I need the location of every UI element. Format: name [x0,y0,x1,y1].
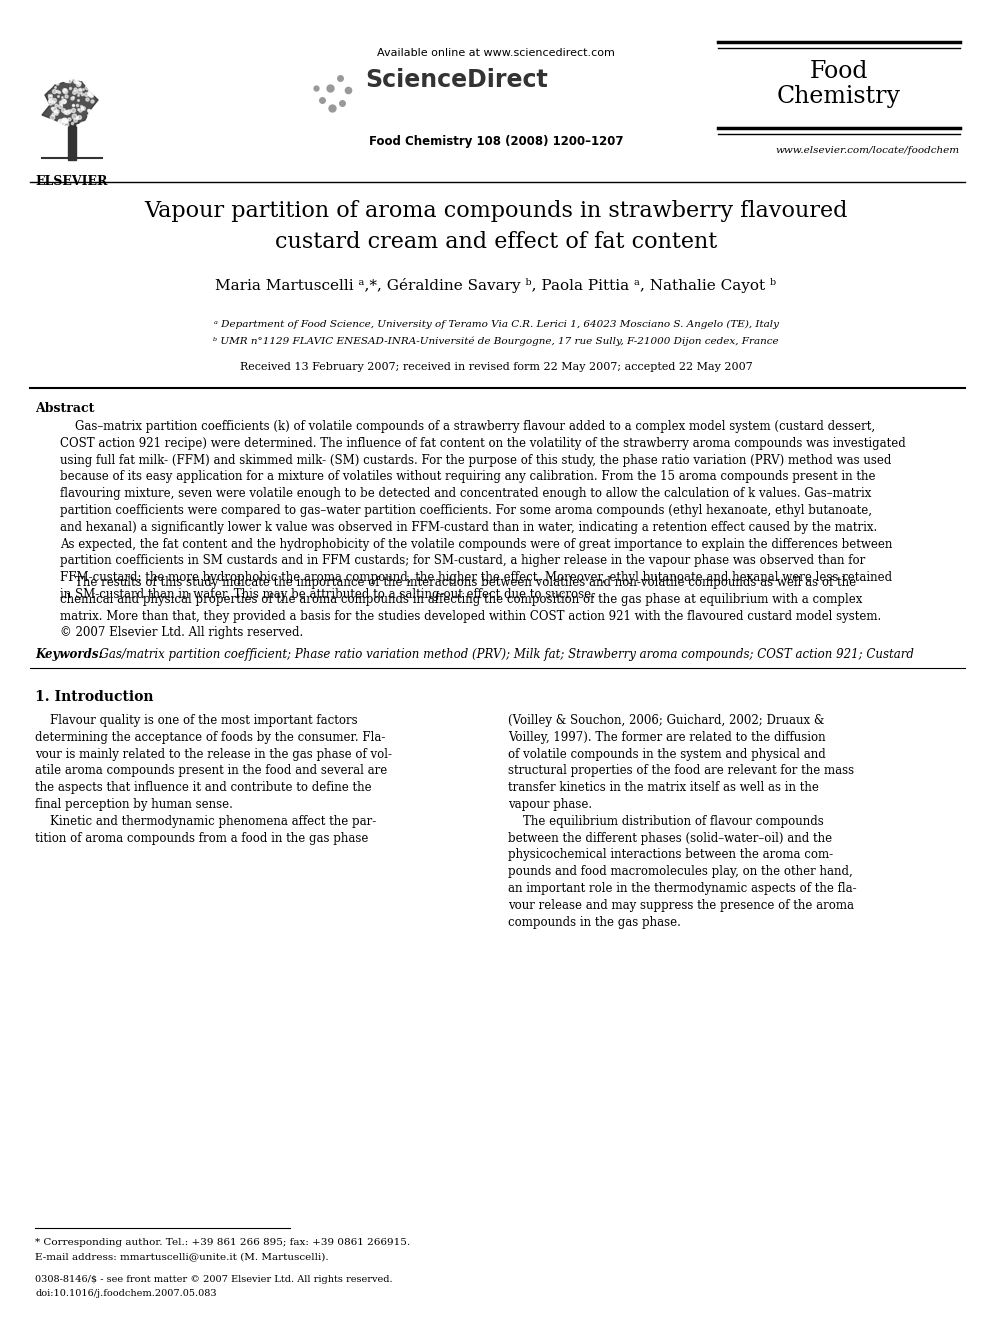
Text: ᵃ Department of Food Science, University of Teramo Via C.R. Lerici 1, 64023 Mosc: ᵃ Department of Food Science, University… [213,320,779,329]
Text: E-mail address: mmartuscelli@unite.it (M. Martuscelli).: E-mail address: mmartuscelli@unite.it (M… [35,1252,328,1261]
Text: Chemistry: Chemistry [777,85,901,108]
Text: Keywords:: Keywords: [35,648,103,662]
Text: (Voilley & Souchon, 2006; Guichard, 2002; Druaux &
Voilley, 1997). The former ar: (Voilley & Souchon, 2006; Guichard, 2002… [508,714,857,929]
Text: © 2007 Elsevier Ltd. All rights reserved.: © 2007 Elsevier Ltd. All rights reserved… [60,626,304,639]
Text: ELSEVIER: ELSEVIER [36,175,108,188]
Text: doi:10.1016/j.foodchem.2007.05.083: doi:10.1016/j.foodchem.2007.05.083 [35,1289,216,1298]
Text: Abstract: Abstract [35,402,94,415]
Text: ScienceDirect: ScienceDirect [365,67,548,93]
Text: www.elsevier.com/locate/foodchem: www.elsevier.com/locate/foodchem [776,146,960,155]
Bar [68,120,76,160]
Text: 1. Introduction: 1. Introduction [35,691,154,704]
Text: Food: Food [809,60,868,83]
Text: Received 13 February 2007; received in revised form 22 May 2007; accepted 22 May: Received 13 February 2007; received in r… [240,363,752,372]
Text: Vapour partition of aroma compounds in strawberry flavoured
custard cream and ef: Vapour partition of aroma compounds in s… [144,200,848,253]
Text: Food Chemistry 108 (2008) 1200–1207: Food Chemistry 108 (2008) 1200–1207 [369,135,623,148]
Text: Flavour quality is one of the most important factors
determining the acceptance : Flavour quality is one of the most impor… [35,714,392,844]
Text: * Corresponding author. Tel.: +39 861 266 895; fax: +39 0861 266915.: * Corresponding author. Tel.: +39 861 26… [35,1238,410,1248]
Text: Maria Martuscelli ᵃ,*, Géraldine Savary ᵇ, Paola Pittia ᵃ, Nathalie Cayot ᵇ: Maria Martuscelli ᵃ,*, Géraldine Savary … [215,278,777,292]
Text: ᵇ UMR n°1129 FLAVIC ENESAD-INRA-Université de Bourgogne, 17 rue Sully, F-21000 D: ᵇ UMR n°1129 FLAVIC ENESAD-INRA-Universi… [213,336,779,345]
Polygon shape [42,79,98,124]
Text: 0308-8146/$ - see front matter © 2007 Elsevier Ltd. All rights reserved.: 0308-8146/$ - see front matter © 2007 El… [35,1275,393,1285]
Text: Gas–matrix partition coefficients (k) of volatile compounds of a strawberry flav: Gas–matrix partition coefficients (k) of… [60,419,906,601]
Text: The results of this study indicate the importance of the interactions between vo: The results of this study indicate the i… [60,576,881,623]
Text: Available online at www.sciencedirect.com: Available online at www.sciencedirect.co… [377,48,615,58]
Text: Gas/matrix partition coefficient; Phase ratio variation method (PRV); Milk fat; : Gas/matrix partition coefficient; Phase … [92,648,914,662]
